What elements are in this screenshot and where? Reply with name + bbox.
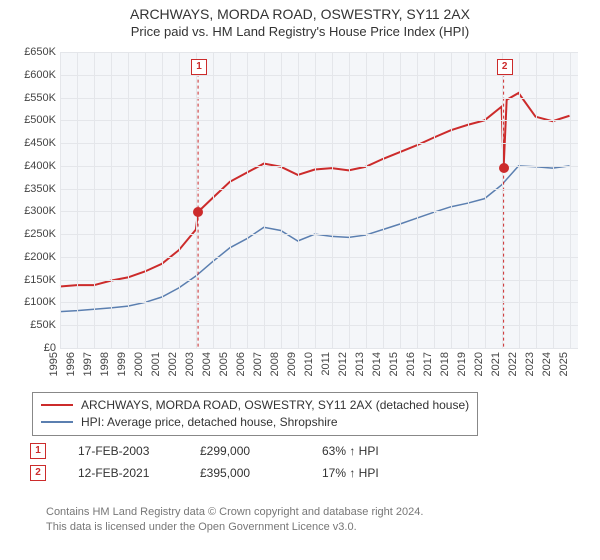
- y-tick: £300K: [24, 205, 60, 217]
- x-tick: 2020: [472, 352, 484, 376]
- legend-label: HPI: Average price, detached house, Shro…: [81, 414, 338, 431]
- x-tick: 2002: [167, 352, 179, 376]
- x-tick: 1995: [48, 352, 60, 376]
- y-tick: £150K: [24, 274, 60, 286]
- y-tick: £500K: [24, 114, 60, 126]
- y-tick: £550K: [24, 92, 60, 104]
- y-tick: £250K: [24, 228, 60, 240]
- x-tick: 2021: [489, 352, 501, 376]
- x-tick: 2005: [218, 352, 230, 376]
- x-tick: 2019: [455, 352, 467, 376]
- transaction-marker: 1: [30, 443, 46, 459]
- x-tick: 2018: [438, 352, 450, 376]
- transaction-date: 12-FEB-2021: [78, 466, 168, 480]
- y-tick: £650K: [24, 46, 60, 58]
- marker-box: 2: [497, 59, 513, 75]
- x-tick: 2015: [387, 352, 399, 376]
- x-tick: 2007: [252, 352, 264, 376]
- legend-swatch: [41, 404, 73, 406]
- transaction-row: 2 12-FEB-2021 £395,000 17% ↑ HPI: [30, 462, 412, 484]
- page-title: ARCHWAYS, MORDA ROAD, OSWESTRY, SY11 2AX: [0, 0, 600, 22]
- page-subtitle: Price paid vs. HM Land Registry's House …: [0, 22, 600, 39]
- x-tick: 2013: [353, 352, 365, 376]
- x-tick: 2022: [506, 352, 518, 376]
- footnote: Contains HM Land Registry data © Crown c…: [46, 505, 423, 534]
- footnote-line1: Contains HM Land Registry data © Crown c…: [46, 505, 423, 519]
- x-tick: 2004: [201, 352, 213, 376]
- transaction-price: £395,000: [200, 466, 290, 480]
- transaction-vs-hpi: 17% ↑ HPI: [322, 466, 412, 480]
- y-tick: £350K: [24, 183, 60, 195]
- y-tick: £600K: [24, 69, 60, 81]
- y-tick: £200K: [24, 251, 60, 263]
- x-tick: 2008: [269, 352, 281, 376]
- marker-box: 1: [191, 59, 207, 75]
- y-tick: £400K: [24, 160, 60, 172]
- x-tick: 1997: [82, 352, 94, 376]
- x-tick: 2024: [540, 352, 552, 376]
- x-tick: 2010: [303, 352, 315, 376]
- plot-area: £0£50K£100K£150K£200K£250K£300K£350K£400…: [60, 52, 578, 348]
- transaction-date: 17-FEB-2003: [78, 444, 168, 458]
- x-tick: 1998: [99, 352, 111, 376]
- y-tick: £50K: [30, 319, 60, 331]
- x-tick: 2006: [235, 352, 247, 376]
- legend-row: ARCHWAYS, MORDA ROAD, OSWESTRY, SY11 2AX…: [41, 397, 469, 414]
- x-tick: 2016: [404, 352, 416, 376]
- x-tick: 2009: [286, 352, 298, 376]
- chart-svg: [60, 52, 578, 348]
- sale-point: [499, 163, 509, 173]
- legend: ARCHWAYS, MORDA ROAD, OSWESTRY, SY11 2AX…: [32, 392, 478, 436]
- footnote-line2: This data is licensed under the Open Gov…: [46, 520, 423, 534]
- x-tick: 2023: [523, 352, 535, 376]
- x-tick: 2017: [421, 352, 433, 376]
- transaction-table: 1 17-FEB-2003 £299,000 63% ↑ HPI 2 12-FEB-202…: [30, 440, 412, 484]
- legend-label: ARCHWAYS, MORDA ROAD, OSWESTRY, SY11 2AX…: [81, 397, 469, 414]
- chart: £0£50K£100K£150K£200K£250K£300K£350K£400…: [12, 48, 588, 378]
- transaction-vs-hpi: 63% ↑ HPI: [322, 444, 412, 458]
- x-tick: 1996: [65, 352, 77, 376]
- transaction-row: 1 17-FEB-2003 £299,000 63% ↑ HPI: [30, 440, 412, 462]
- y-tick: £450K: [24, 137, 60, 149]
- legend-row: HPI: Average price, detached house, Shro…: [41, 414, 469, 431]
- transaction-price: £299,000: [200, 444, 290, 458]
- y-tick: £100K: [24, 296, 60, 308]
- x-tick: 2001: [150, 352, 162, 376]
- sale-point: [193, 207, 203, 217]
- x-tick: 2012: [336, 352, 348, 376]
- x-tick: 2014: [370, 352, 382, 376]
- x-tick: 1999: [116, 352, 128, 376]
- transaction-marker: 2: [30, 465, 46, 481]
- x-tick: 2003: [184, 352, 196, 376]
- legend-swatch: [41, 421, 73, 423]
- x-tick: 2000: [133, 352, 145, 376]
- x-tick: 2011: [320, 352, 332, 376]
- x-tick: 2025: [557, 352, 569, 376]
